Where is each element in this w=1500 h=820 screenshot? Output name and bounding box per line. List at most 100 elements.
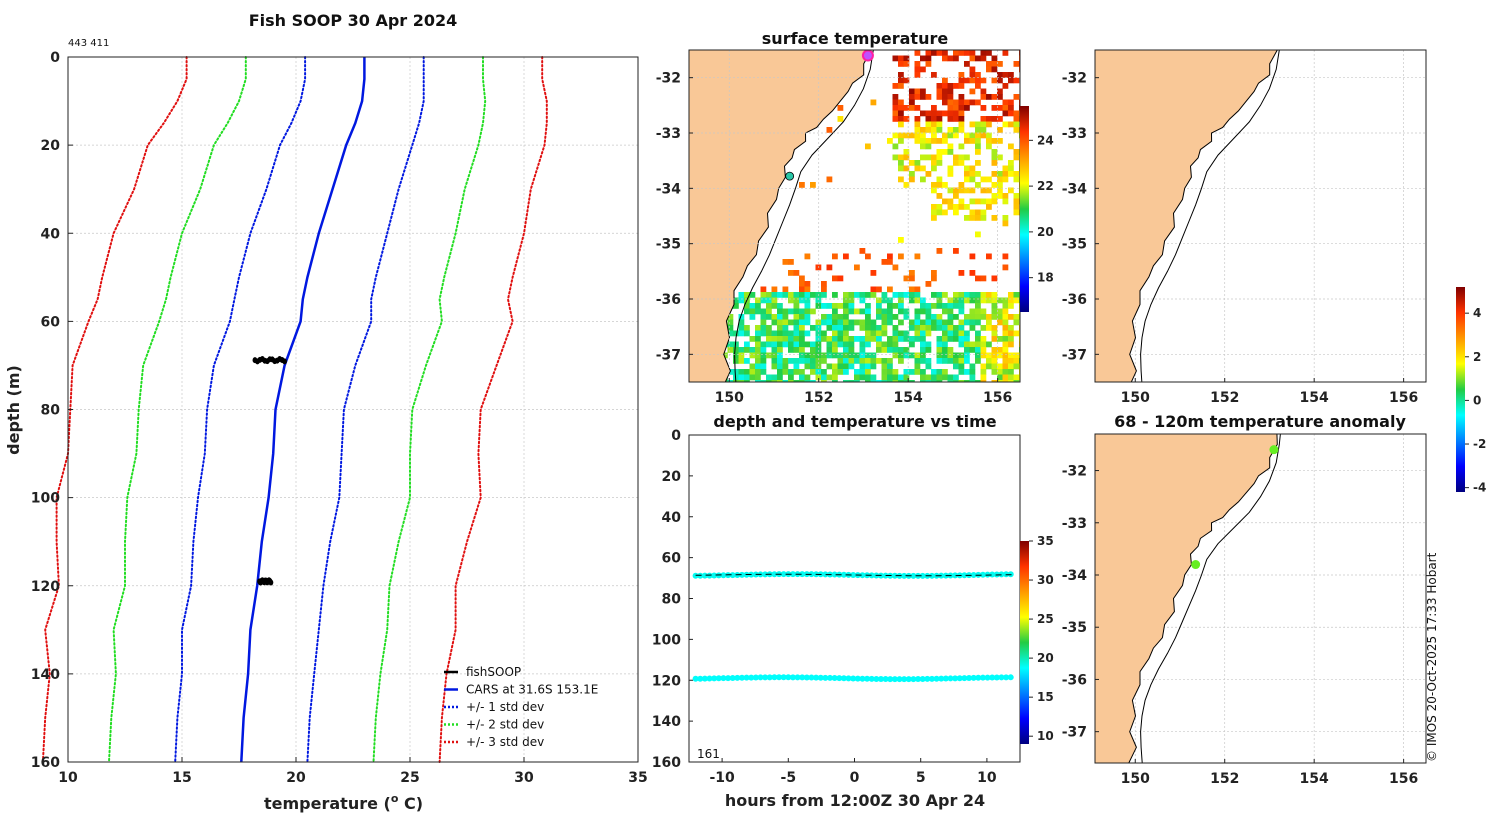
profile-std2-lower-line — [108, 56, 247, 763]
sst-pixel — [788, 259, 794, 265]
sst-pixel — [898, 358, 904, 364]
sst-pixel — [788, 336, 794, 342]
sst-pixel — [892, 314, 899, 320]
sst-pixel — [804, 319, 811, 326]
sst-pixel — [936, 176, 943, 183]
sst-pixel — [1008, 171, 1014, 177]
sst-pixel — [782, 259, 789, 265]
track-point — [776, 674, 783, 681]
sst-pixel — [881, 358, 888, 364]
sst-pixel — [881, 259, 888, 265]
sst-pixel — [793, 308, 800, 315]
legend-label-1: CARS at 31.6S 153.1E — [466, 683, 598, 697]
sst-pixel — [953, 380, 959, 382]
anomaly-points — [1191, 445, 1279, 570]
sst-pixel — [975, 231, 981, 238]
profile-x-tick-label: 30 — [514, 770, 534, 786]
sst-pixel — [892, 380, 899, 382]
sst-pixel — [980, 292, 987, 298]
track-point — [919, 572, 926, 579]
sst-pixel — [909, 297, 915, 304]
sst-pixel — [975, 292, 981, 298]
sst-pixel — [1002, 110, 1009, 117]
sst-pixel — [936, 204, 943, 210]
sst-pixel — [931, 215, 937, 221]
sst-pixel — [782, 369, 789, 375]
sst-pixel — [1013, 198, 1020, 205]
sst-pixel — [936, 209, 943, 216]
sst-pixel — [804, 253, 811, 260]
track-point — [743, 674, 750, 681]
time-x-tick-label: 10 — [977, 770, 997, 786]
sst-pixel — [892, 303, 899, 309]
sst-pixel — [980, 88, 987, 95]
sst-pixel — [821, 352, 827, 359]
sst-pixel — [903, 165, 910, 172]
anomaly-map-title: 68 - 120m temperature anomaly — [1114, 412, 1406, 431]
track-point — [771, 571, 778, 578]
sst-pixel — [997, 116, 1003, 122]
track-point — [938, 675, 945, 682]
sst-pixel — [925, 330, 932, 337]
sst-pixel — [859, 358, 866, 364]
sst-pixel — [986, 292, 992, 298]
sst-pixel — [727, 314, 734, 320]
sst-pixel — [766, 325, 772, 331]
sst-pixel — [771, 358, 778, 364]
sst-pixel — [931, 275, 937, 282]
sst-pixel — [909, 171, 915, 177]
sst-pixel — [755, 380, 761, 382]
sst-pixel — [1013, 121, 1020, 128]
sst-pixel — [799, 286, 805, 293]
sst-pixel — [991, 330, 998, 337]
sst-pixel — [788, 319, 794, 326]
sst-pixel — [832, 336, 838, 342]
sst-pixel — [1002, 374, 1009, 381]
sst-pixel — [942, 209, 948, 216]
sst-pixel — [865, 374, 871, 381]
map-y-tick-label: -32 — [1062, 71, 1087, 87]
sst-pixel — [909, 132, 915, 139]
sst-pixel — [903, 352, 910, 359]
sst-pixel — [744, 341, 750, 348]
sst-pixel — [815, 297, 822, 304]
profile-legend: fishSOOP CARS at 31.6S 153.1E +/- 1 std de… — [444, 665, 598, 749]
sst-pixel — [760, 347, 767, 353]
map-x-tick-label: 152 — [1210, 771, 1239, 787]
sst-pixel — [975, 314, 981, 320]
sst-pixel — [980, 132, 987, 139]
sst-pixel — [1008, 110, 1014, 117]
sst-pixel — [909, 319, 915, 326]
sst-pixel — [749, 314, 756, 320]
sst-pixel — [876, 286, 882, 293]
sst-pixel — [898, 110, 904, 117]
sst-pixel — [964, 347, 970, 353]
colorbar-tick-label: 2 — [1473, 350, 1481, 364]
sst-pixel — [832, 352, 838, 359]
sst-pixel — [1013, 380, 1020, 382]
sst-pixel — [782, 341, 789, 348]
sst-pixel — [771, 341, 778, 348]
track-point — [697, 572, 704, 579]
track-point — [970, 571, 977, 578]
sst-pixel — [958, 83, 965, 89]
sst-pixel — [870, 99, 877, 106]
bathy-isobath-line — [1140, 50, 1280, 382]
sst-pixel — [975, 297, 981, 304]
sst-pixel — [1008, 160, 1014, 166]
sst-pixel — [931, 314, 937, 320]
sst-pixel — [804, 374, 811, 381]
sst-pixel — [1002, 363, 1009, 370]
sst-pixel — [898, 99, 904, 106]
sst-pixel — [832, 292, 838, 298]
time-depth-title: depth and temperature vs time — [713, 412, 996, 431]
sst-pixel — [936, 154, 943, 161]
track-point — [720, 572, 727, 579]
sst-pixel — [947, 105, 954, 111]
sst-pixel — [925, 281, 932, 287]
sst-pixel — [777, 363, 783, 370]
sst-pixel — [881, 308, 888, 315]
sst-pixel — [1013, 77, 1020, 84]
sst-pixel — [947, 314, 954, 320]
sst-pixel — [843, 292, 849, 298]
